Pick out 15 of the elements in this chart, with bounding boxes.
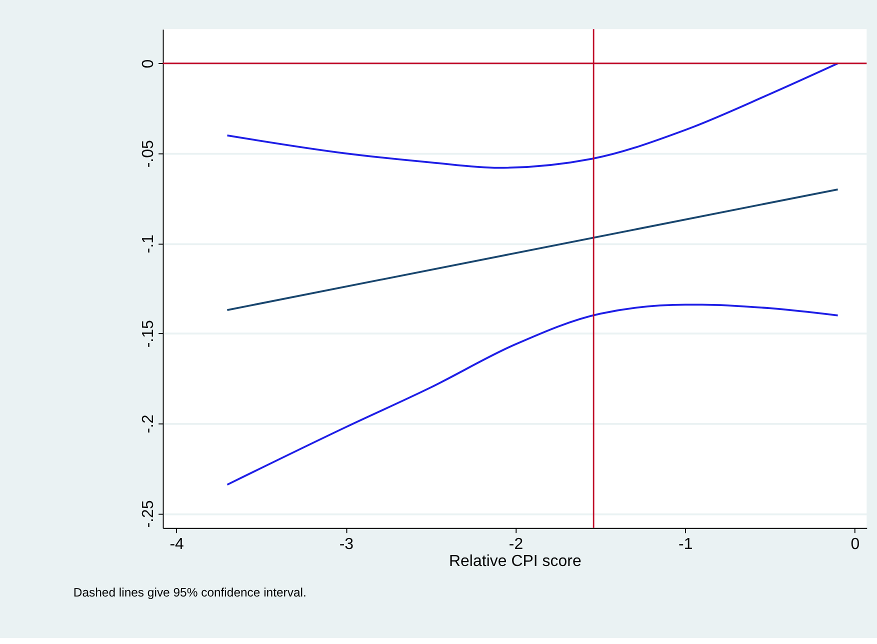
text: Dashed lines give 95% confidence interval. — [73, 586, 306, 600]
x-tick-label: -1 — [678, 536, 693, 554]
y-tick-label: -.1 — [140, 234, 157, 254]
x-tick-label: -2 — [508, 536, 524, 554]
line-series — [226, 62, 839, 169]
x-tick-label: -4 — [170, 536, 184, 554]
x-axis-title: Relative CPI score — [449, 553, 582, 570]
y-tick-label: -.25 — [140, 500, 157, 528]
x-tick-label: 0 — [850, 536, 860, 554]
x-tick-label: -3 — [339, 536, 354, 554]
y-tick-label: -.15 — [140, 320, 157, 348]
y-tick-label: -.2 — [140, 414, 157, 434]
line-series — [226, 304, 839, 486]
y-tick-label: 0 — [140, 59, 157, 68]
y-tick-label: -.05 — [140, 140, 157, 168]
